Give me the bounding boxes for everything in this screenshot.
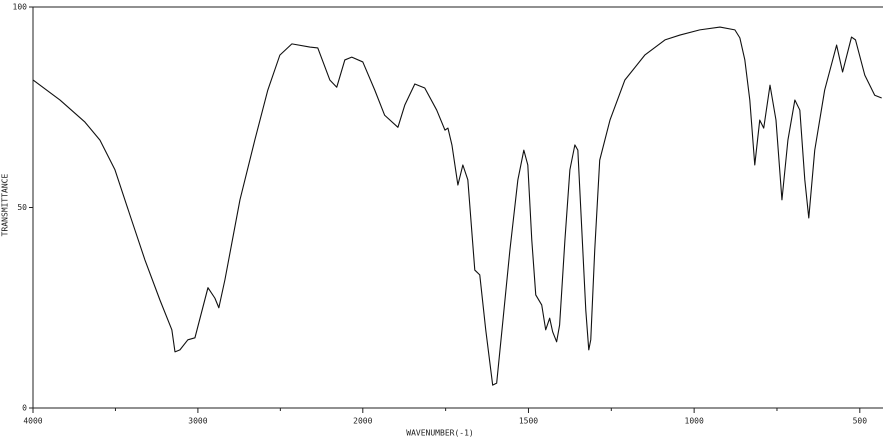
plot-frame [32,6,883,409]
x-tick-label: 1000 [685,417,704,426]
x-tick-label: 500 [853,417,868,426]
x-tick-label: 2000 [353,417,372,426]
spectrum-line [32,26,882,386]
x-axis-label: WAVENUMBER(-1) [406,429,473,438]
x-tick-label: 1500 [519,417,538,426]
y-axis-label: TRANSMITTANCE [1,174,10,237]
x-tick-label: 4000 [23,417,42,426]
y-tick-label: 50 [17,203,27,212]
y-tick-label: 0 [22,404,27,413]
y-tick-label: 100 [13,3,28,12]
x-tick-label: 3000 [188,417,207,426]
